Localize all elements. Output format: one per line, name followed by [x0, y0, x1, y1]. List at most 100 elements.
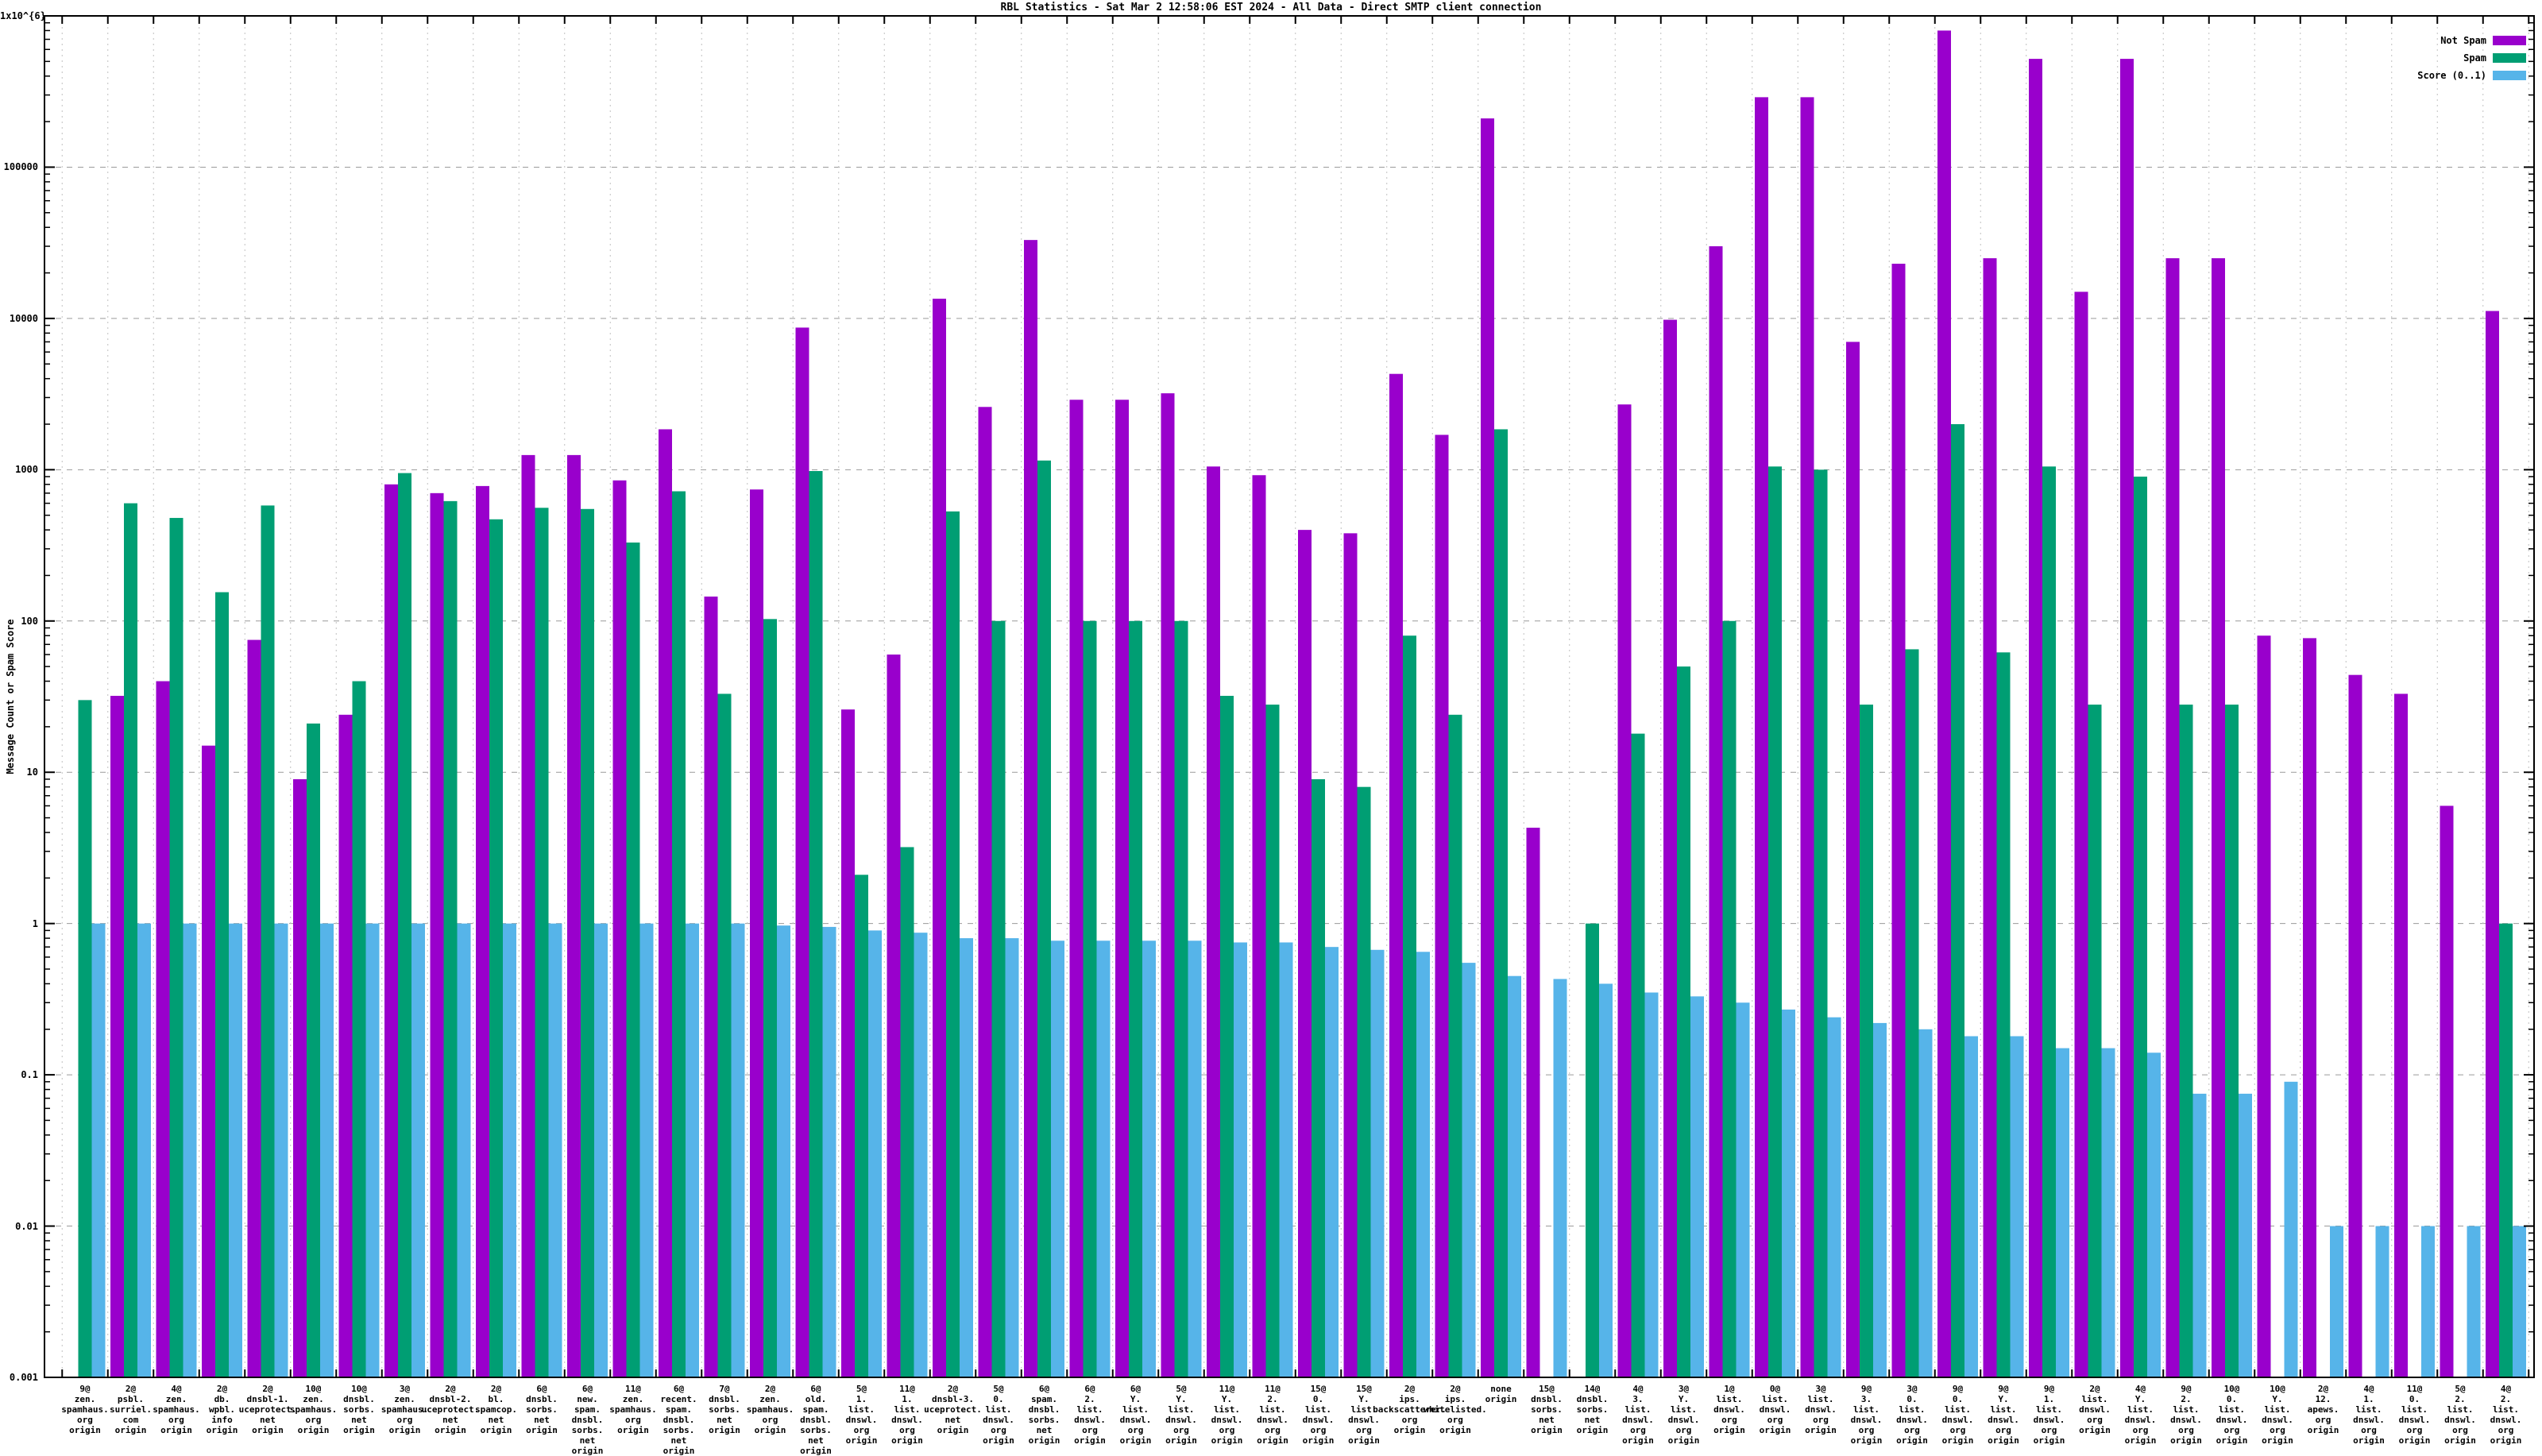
bar-score-0-1: [1188, 940, 1202, 1377]
bar-spam: [1265, 705, 1280, 1377]
bar-not-spam: [933, 299, 946, 1378]
bar-spam: [2499, 923, 2513, 1377]
x-tick-label: 5@ 2. list. dnswl. org origin: [2444, 1384, 2476, 1446]
bar-score-0-1: [229, 923, 242, 1377]
x-tick-label: 0@ list. dnswl. org origin: [1759, 1384, 1791, 1435]
bar-not-spam: [1983, 258, 1997, 1378]
x-tick-label: 5@ Y. list. dnswl. org origin: [1165, 1384, 1197, 1446]
bar-score-0-1: [274, 923, 288, 1377]
bar-score-0-1: [1005, 938, 1019, 1377]
bar-spam: [1631, 733, 1645, 1377]
bar-spam: [1448, 714, 1462, 1377]
x-tick-label: 9@ 1. list. dnswl. org origin: [2033, 1384, 2065, 1446]
bar-spam: [1905, 649, 1919, 1377]
bar-not-spam: [2486, 311, 2499, 1377]
bar-score-0-1: [1553, 979, 1567, 1377]
bar-score-0-1: [183, 923, 197, 1377]
x-tick-label: 2@ bl. spamcop. net origin: [475, 1384, 517, 1435]
legend-entry-score: Score (0..1): [2417, 67, 2526, 84]
bar-not-spam: [430, 492, 444, 1378]
x-tick-label: 3@ 0. list. dnswl. org origin: [1896, 1384, 1928, 1446]
bar-not-spam: [612, 480, 627, 1377]
x-tick-label: 2@ zen. spamhaus. org origin: [746, 1384, 794, 1435]
bar-not-spam: [110, 696, 124, 1377]
gridlines: [44, 16, 2534, 1377]
y-tick-label: 10000: [9, 312, 38, 324]
x-tick-label: 6@ dnsbl. sorbs. net origin: [526, 1384, 558, 1435]
bar-score-0-1: [1782, 1009, 1795, 1377]
bar-not-spam: [2165, 258, 2180, 1378]
bar-score-0-1: [1096, 940, 1111, 1377]
bar-score-0-1: [914, 933, 928, 1377]
bar-not-spam: [1800, 97, 1814, 1378]
x-tick-label: 15@ dnsbl. sorbs. net origin: [1531, 1384, 1563, 1435]
bar-score-0-1: [594, 923, 608, 1377]
legend-entry-not-spam: Not Spam: [2417, 32, 2526, 49]
x-tick-label: 15@ 0. list. dnswl. org origin: [1302, 1384, 1335, 1446]
legend-swatch-not-spam: [2493, 36, 2526, 45]
bar-spam: [78, 700, 92, 1377]
x-tick-label: 4@ 2. list. dnswl. org origin: [2490, 1384, 2522, 1446]
bar-not-spam: [2440, 805, 2454, 1377]
bar-not-spam: [1481, 118, 1494, 1377]
bar-score-0-1: [2056, 1048, 2069, 1377]
bar-spam: [261, 505, 275, 1377]
bar-spam: [900, 847, 914, 1377]
bar-not-spam: [338, 714, 353, 1377]
x-tick-label: 11@ 0. list. dnswl. org origin: [2398, 1384, 2431, 1446]
bar-score-0-1: [731, 923, 745, 1377]
y-tick-label: 1: [32, 917, 38, 929]
bar-spam: [581, 508, 594, 1378]
bar-not-spam: [384, 484, 398, 1377]
bar-not-spam: [1207, 466, 1220, 1377]
y-tick-label: 0.01: [15, 1220, 38, 1232]
bar-score-0-1: [822, 926, 836, 1377]
x-tick-label: 6@ spam. dnsbl. sorbs. net origin: [1028, 1384, 1060, 1446]
bar-spam: [1951, 424, 1964, 1377]
bar-not-spam: [1891, 263, 1906, 1378]
bar-not-spam: [2074, 292, 2088, 1378]
x-tick-label: 3@ Y. list. dnswl. org origin: [1667, 1384, 1700, 1446]
y-tick-label: 100: [21, 615, 38, 627]
x-tick-label: 9@ zen. spamhaus. org origin: [61, 1384, 109, 1435]
x-tick-label: 2@ dnsbl-2. uceprotect. net origin: [421, 1384, 480, 1435]
bar-spam: [352, 681, 366, 1377]
x-tick-label: 2@ 12. apews. org origin: [2307, 1384, 2339, 1435]
bar-not-spam: [2394, 693, 2408, 1377]
bar-spam: [215, 592, 229, 1377]
bar-score-0-1: [1462, 963, 1476, 1377]
x-tick-label: 11@ 2. list. dnswl. org origin: [1257, 1384, 1288, 1446]
axes: [44, 15, 2535, 1378]
bar-score-0-1: [1736, 1002, 1750, 1377]
bar-spam: [124, 503, 137, 1377]
bar-score-0-1: [2421, 1226, 2435, 1377]
bar-score-0-1: [548, 923, 562, 1377]
bar-score-0-1: [1051, 940, 1064, 1377]
bar-not-spam: [659, 429, 672, 1378]
bar-spam: [717, 693, 732, 1377]
bar-spam: [1494, 429, 1508, 1378]
bar-score-0-1: [1964, 1036, 1978, 1377]
x-tick-label: 10@ Y. list. dnswl. org origin: [2262, 1384, 2293, 1446]
x-tick-label: 2@ ips. whitelisted. org origin: [1424, 1384, 1487, 1435]
bar-score-0-1: [2467, 1226, 2481, 1377]
x-tick-label: 6@ recent. spam. dnsbl. sorbs. net origi…: [660, 1384, 697, 1456]
bar-spam: [946, 511, 960, 1377]
bar-spam: [1403, 635, 1416, 1377]
bar-score-0-1: [91, 923, 106, 1377]
bar-score-0-1: [365, 923, 380, 1377]
x-tick-label: 6@ Y. list. dnswl. org origin: [1119, 1384, 1152, 1446]
bar-not-spam: [293, 778, 307, 1377]
bar-not-spam: [2212, 258, 2225, 1378]
bar-not-spam: [247, 639, 261, 1377]
bar-score-0-1: [1325, 947, 1339, 1377]
bar-spam: [169, 518, 184, 1377]
bar-spam: [443, 500, 458, 1378]
bar-not-spam: [2348, 674, 2362, 1377]
bar-score-0-1: [1690, 996, 1704, 1377]
bar-spam: [1996, 652, 2011, 1377]
bar-score-0-1: [2192, 1093, 2207, 1377]
bar-not-spam: [567, 454, 581, 1377]
bar-not-spam: [1435, 434, 1449, 1378]
